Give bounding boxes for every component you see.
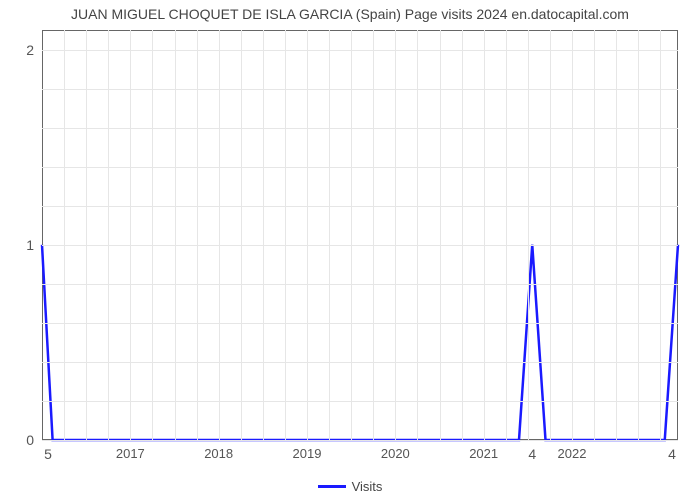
gridline-v — [484, 30, 485, 440]
gridline-v — [616, 30, 617, 440]
gridline-v — [86, 30, 87, 440]
gridline-h-minor — [42, 284, 678, 285]
gridline-v — [108, 30, 109, 440]
legend-label: Visits — [352, 479, 383, 494]
gridline-v — [528, 30, 529, 440]
gridline-v — [219, 30, 220, 440]
gridline-h-minor — [42, 206, 678, 207]
gridline-v — [417, 30, 418, 440]
gridline-v — [660, 30, 661, 440]
visits-polyline — [42, 245, 678, 440]
x-tick-label: 2022 — [558, 440, 587, 461]
legend-swatch — [318, 485, 346, 488]
gridline-h-major — [42, 245, 678, 246]
x-tick-label: 2021 — [469, 440, 498, 461]
gridline-v — [395, 30, 396, 440]
gridline-v — [263, 30, 264, 440]
gridline-v — [307, 30, 308, 440]
x-tick-label: 2018 — [204, 440, 233, 461]
gridline-v — [638, 30, 639, 440]
gridline-v — [550, 30, 551, 440]
gridline-v — [506, 30, 507, 440]
gridline-h-minor — [42, 128, 678, 129]
gridline-v — [440, 30, 441, 440]
gridline-v — [241, 30, 242, 440]
gridline-h-minor — [42, 401, 678, 402]
data-value-label: 5 — [44, 440, 52, 462]
gridline-h-minor — [42, 323, 678, 324]
gridline-h-minor — [42, 167, 678, 168]
gridline-v — [64, 30, 65, 440]
legend: Visits — [0, 478, 700, 494]
y-tick-label: 2 — [26, 42, 42, 58]
x-tick-label: 2017 — [116, 440, 145, 461]
gridline-v — [572, 30, 573, 440]
gridline-v — [197, 30, 198, 440]
gridline-v — [329, 30, 330, 440]
plot-area: 012201720182019202020212022544 — [42, 30, 678, 440]
gridline-v — [594, 30, 595, 440]
gridline-v — [130, 30, 131, 440]
gridline-v — [373, 30, 374, 440]
gridline-v — [462, 30, 463, 440]
gridline-h-minor — [42, 89, 678, 90]
data-value-label: 4 — [528, 440, 536, 462]
gridline-v — [285, 30, 286, 440]
gridline-v — [351, 30, 352, 440]
gridline-v — [152, 30, 153, 440]
y-tick-label: 0 — [26, 432, 42, 448]
gridline-h-major — [42, 50, 678, 51]
data-value-label: 4 — [668, 440, 676, 462]
x-tick-label: 2019 — [293, 440, 322, 461]
visits-line — [42, 30, 678, 440]
gridline-v — [175, 30, 176, 440]
y-tick-label: 1 — [26, 237, 42, 253]
x-tick-label: 2020 — [381, 440, 410, 461]
gridline-h-minor — [42, 362, 678, 363]
chart-title: JUAN MIGUEL CHOQUET DE ISLA GARCIA (Spai… — [0, 6, 700, 22]
